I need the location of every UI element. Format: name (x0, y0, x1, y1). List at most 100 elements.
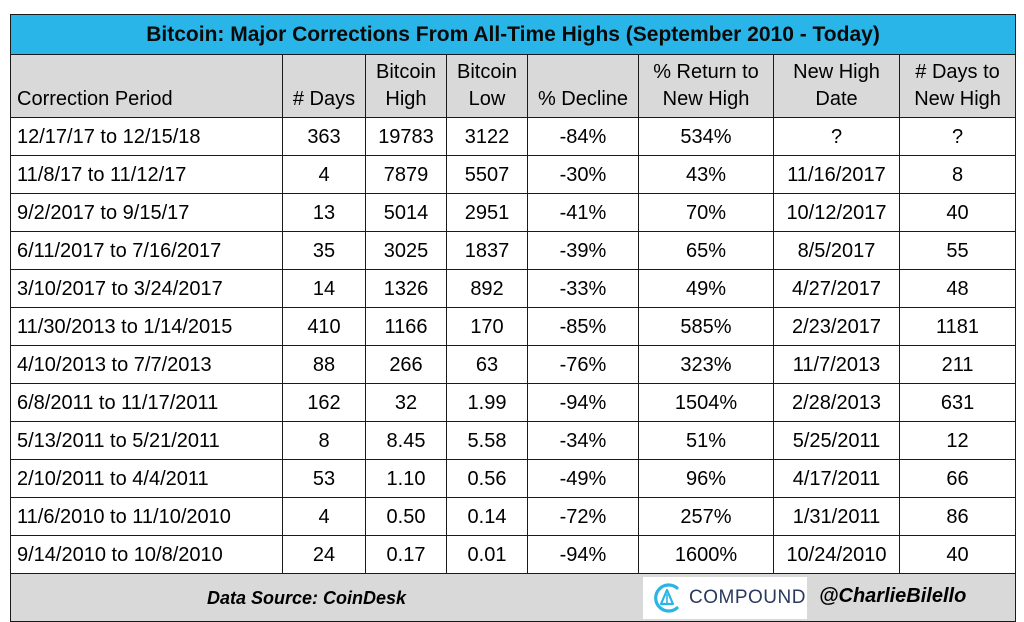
compound-logo-text: COMPOUND (689, 587, 806, 608)
new-high-date-cell: 11/16/2017 (773, 155, 900, 194)
days-cell: 410 (282, 307, 366, 346)
new-high-date-cell: 4/27/2017 (773, 269, 900, 308)
bitcoin-high-cell: 8.45 (365, 421, 447, 460)
return-cell: 65% (638, 231, 774, 270)
decline-cell: -85% (527, 307, 639, 346)
new-high-date-cell: ? (773, 117, 900, 156)
bitcoin-high-cell: 1.10 (365, 459, 447, 498)
days-to-new-high-cell: 48 (898, 269, 1017, 308)
return-cell: 43% (638, 155, 774, 194)
bitcoin-low-cell: 170 (446, 307, 528, 346)
table-row: 11/30/2013 to 1/14/2015 410 1166 170 -85% 585… (10, 307, 1017, 346)
footer-row: Data Source: CoinDesk COMPOUND @CharlieB… (9, 573, 1017, 622)
bitcoin-low-cell: 1837 (446, 231, 528, 270)
table-row: 9/2/2017 to 9/15/17 13 5014 2951 -41% 70% 10/1… (10, 193, 1017, 232)
table-row: 9/14/2010 to 10/8/2010 24 0.17 0.01 -94% 1600… (10, 535, 1017, 574)
bitcoin-low-cell: 5507 (446, 155, 528, 194)
table-row: 5/13/2011 to 5/21/2011 8 8.45 5.58 -34% 51% 5/… (10, 421, 1017, 460)
days-to-new-high-cell: 86 (898, 497, 1017, 536)
table-row: 3/10/2017 to 3/24/2017 14 1326 892 -33% 49% 4/… (10, 269, 1017, 308)
decline-cell: -76% (527, 345, 639, 384)
header-return-line1: % Return to (653, 61, 759, 83)
new-high-date-cell: 2/23/2017 (773, 307, 900, 346)
return-cell: 257% (638, 497, 774, 536)
header-decline: % Decline (527, 54, 639, 118)
bitcoin-low-cell: 3122 (446, 117, 528, 156)
days-to-new-high-cell: 1181 (898, 307, 1017, 346)
return-cell: 51% (638, 421, 774, 460)
header-new-high-date: New High Date (773, 54, 900, 118)
days-cell: 8 (282, 421, 366, 460)
days-to-new-high-cell: 8 (898, 155, 1017, 194)
data-source-label: Data Source: CoinDesk (207, 588, 407, 608)
header-return: % Return to New High (638, 54, 774, 118)
decline-cell: -39% (527, 231, 639, 270)
header-days-to-new-high: # Days to New High (898, 54, 1017, 118)
return-cell: 70% (638, 193, 774, 232)
new-high-date-cell: 2/28/2013 (773, 383, 900, 422)
days-to-new-high-cell: 211 (898, 345, 1017, 384)
bitcoin-low-cell: 0.14 (446, 497, 528, 536)
header-new-high-date-line2: Date (815, 88, 858, 110)
days-to-new-high-cell: 12 (898, 421, 1017, 460)
bitcoin-low-cell: 0.56 (446, 459, 528, 498)
return-cell: 323% (638, 345, 774, 384)
header-bitcoin-low-line1: Bitcoin (456, 61, 518, 83)
correction-period-cell: 5/13/2011 to 5/21/2011 (10, 421, 283, 460)
bitcoin-low-cell: 63 (446, 345, 528, 384)
decline-cell: -94% (527, 535, 639, 574)
bitcoin-low-cell: 5.58 (446, 421, 528, 460)
new-high-date-cell: 10/24/2010 (773, 535, 900, 574)
table-body: 12/17/17 to 12/15/18 363 19783 3122 -84% 534%… (10, 117, 1017, 574)
decline-cell: -84% (527, 117, 639, 156)
bitcoin-high-cell: 32 (365, 383, 447, 422)
bitcoin-high-cell: 3025 (365, 231, 447, 270)
header-bitcoin-low: Bitcoin Low (446, 54, 528, 118)
days-to-new-high-cell: ? (898, 117, 1017, 156)
header-bitcoin-high-line2: High (385, 88, 427, 110)
days-cell: 363 (282, 117, 366, 156)
table-row: 4/10/2013 to 7/7/2013 88 266 63 -76% 323% 11/7… (10, 345, 1017, 384)
bitcoin-low-cell: 892 (446, 269, 528, 308)
correction-period-cell: 6/11/2017 to 7/16/2017 (10, 231, 283, 270)
table-title: Bitcoin: Major Corrections From All-Time… (9, 14, 1017, 55)
days-to-new-high-cell: 66 (898, 459, 1017, 498)
days-cell: 35 (282, 231, 366, 270)
days-cell: 24 (282, 535, 366, 574)
footer-cell: Data Source: CoinDesk COMPOUND @CharlieB… (9, 573, 1017, 622)
table-row: 11/6/2010 to 11/10/2010 4 0.50 0.14 -72% 257%… (10, 497, 1017, 536)
days-to-new-high-cell: 55 (898, 231, 1017, 270)
bitcoin-low-cell: 2951 (446, 193, 528, 232)
header-return-line2: New High (662, 88, 750, 110)
twitter-handle: @CharlieBilello (819, 585, 967, 607)
correction-period-cell: 11/6/2010 to 11/10/2010 (10, 497, 283, 536)
return-cell: 96% (638, 459, 774, 498)
correction-period-cell: 6/8/2011 to 11/17/2011 (10, 383, 283, 422)
header-bitcoin-high-line1: Bitcoin (375, 61, 437, 83)
return-cell: 585% (638, 307, 774, 346)
compound-logo: COMPOUND (643, 577, 807, 619)
days-cell: 88 (282, 345, 366, 384)
days-cell: 53 (282, 459, 366, 498)
bitcoin-high-cell: 5014 (365, 193, 447, 232)
correction-period-cell: 9/14/2010 to 10/8/2010 (10, 535, 283, 574)
return-cell: 1600% (638, 535, 774, 574)
decline-cell: -30% (527, 155, 639, 194)
header-days: # Days (282, 54, 366, 118)
decline-cell: -94% (527, 383, 639, 422)
new-high-date-cell: 5/25/2011 (773, 421, 900, 460)
correction-period-cell: 3/10/2017 to 3/24/2017 (10, 269, 283, 308)
header-correction-period: Correction Period (10, 54, 283, 118)
decline-cell: -49% (527, 459, 639, 498)
days-cell: 4 (282, 155, 366, 194)
new-high-date-cell: 4/17/2011 (773, 459, 900, 498)
correction-period-cell: 12/17/17 to 12/15/18 (10, 117, 283, 156)
bitcoin-high-cell: 0.50 (365, 497, 447, 536)
decline-cell: -72% (527, 497, 639, 536)
title-row: Bitcoin: Major Corrections From All-Time… (9, 14, 1017, 55)
decline-cell: -33% (527, 269, 639, 308)
days-cell: 14 (282, 269, 366, 308)
new-high-date-cell: 8/5/2017 (773, 231, 900, 270)
header-bitcoin-high: Bitcoin High (365, 54, 447, 118)
decline-cell: -34% (527, 421, 639, 460)
